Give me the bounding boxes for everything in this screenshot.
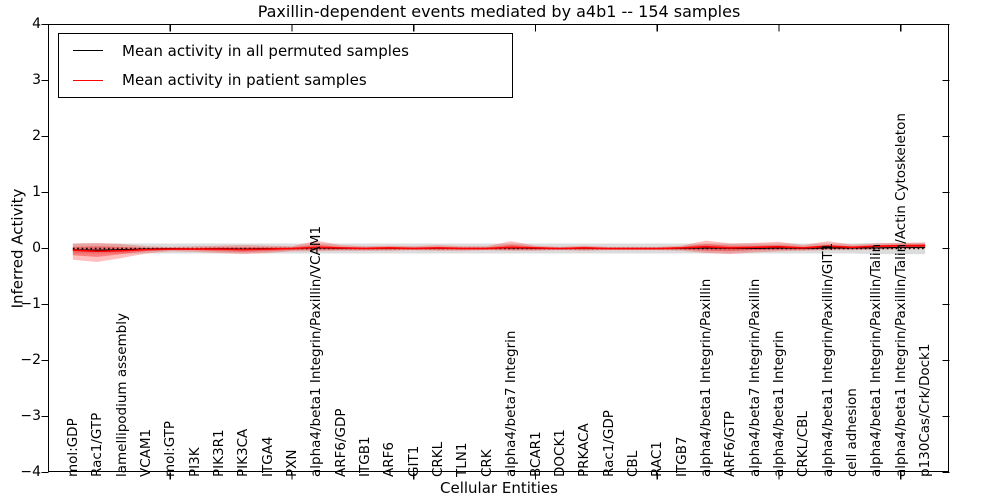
- x-category-label: ARF6: [381, 442, 398, 477]
- x-category-label: PRKACA: [576, 423, 593, 477]
- x-category-label: DOCK1: [551, 429, 568, 477]
- x-category-label: VCAM1: [137, 428, 154, 477]
- x-category-label: PIK3R1: [210, 429, 227, 477]
- x-category-label: CBL: [624, 450, 641, 477]
- y-tick-label: −1: [20, 296, 41, 312]
- legend-label: Mean activity in patient samples: [122, 71, 367, 90]
- x-category-label: ARF6/GDP: [332, 408, 349, 477]
- y-tick-label: 1: [32, 184, 41, 200]
- x-category-label: CRKL: [430, 441, 447, 477]
- legend: Mean activity in all permuted samples Me…: [58, 33, 513, 98]
- legend-item-permuted: Mean activity in all permuted samples: [59, 38, 512, 64]
- x-category-label: alpha4/beta1 Integrin: [771, 330, 788, 477]
- x-category-label: alpha4/beta1 Integrin/Paxillin/VCAM1: [308, 225, 325, 477]
- x-category-label: p130Cas/Crk/Dock1: [917, 343, 934, 477]
- legend-line-sample-red: [73, 79, 103, 81]
- x-category-label: CRKL/CBL: [795, 411, 812, 477]
- x-category-label: cell adhesion: [844, 388, 861, 477]
- x-category-label: ITGB7: [673, 436, 690, 477]
- x-category-label: alpha4/beta7 Integrin/Paxillin: [746, 278, 763, 477]
- x-category-label: GIT1: [405, 445, 422, 477]
- x-category-label: ARF6/GTP: [722, 411, 739, 477]
- x-category-label: alpha4/beta1 Integrin/Paxillin/Talin/Act…: [892, 113, 909, 477]
- x-category-label: alpha4/beta1 Integrin/Paxillin: [697, 278, 714, 477]
- plot-area: [48, 24, 949, 472]
- legend-line-sample-black: [73, 50, 103, 52]
- legend-label: Mean activity in all permuted samples: [122, 41, 409, 60]
- chart-title: Paxillin-dependent events mediated by a4…: [257, 2, 741, 21]
- x-category-label: lamellipodium assembly: [113, 313, 130, 477]
- x-category-label: alpha4/beta7 Integrin: [503, 330, 520, 477]
- y-tick-label: 3: [32, 72, 41, 88]
- x-category-label: alpha4/beta1 Integrin/Paxillin/GIT1: [819, 242, 836, 477]
- x-category-label: Rac1/GTP: [89, 412, 106, 477]
- y-tick-label: −4: [20, 464, 41, 480]
- y-tick-label: −2: [20, 352, 41, 368]
- x-category-label: ITGA4: [259, 436, 276, 477]
- x-category-label: RAC1: [649, 441, 666, 477]
- x-category-label: Rac1/GDP: [600, 410, 617, 477]
- patient-band-outer: [72, 240, 926, 262]
- x-category-label: ITGB1: [357, 436, 374, 477]
- y-tick-label: 2: [32, 128, 41, 144]
- x-category-label: CRK: [478, 449, 495, 477]
- x-category-label: PI3K: [186, 447, 203, 477]
- x-category-label: mol:GDP: [64, 418, 81, 477]
- x-category-label: PIK3CA: [235, 428, 252, 477]
- x-axis-label: Cellular Entities: [440, 479, 558, 497]
- y-tick-label: 4: [32, 16, 41, 32]
- patient-mean-line: [72, 244, 926, 253]
- x-category-label: alpha4/beta1 Integrin/Paxillin/Talin: [868, 243, 885, 477]
- x-category-label: BCAR1: [527, 431, 544, 477]
- y-tick-label: 0: [32, 240, 41, 256]
- x-category-label: mol:GTP: [162, 420, 179, 477]
- legend-item-patient: Mean activity in patient samples: [59, 67, 512, 93]
- x-category-label: PXN: [284, 449, 300, 478]
- x-category-label: TLN1: [454, 442, 471, 477]
- y-tick-label: −3: [20, 408, 41, 424]
